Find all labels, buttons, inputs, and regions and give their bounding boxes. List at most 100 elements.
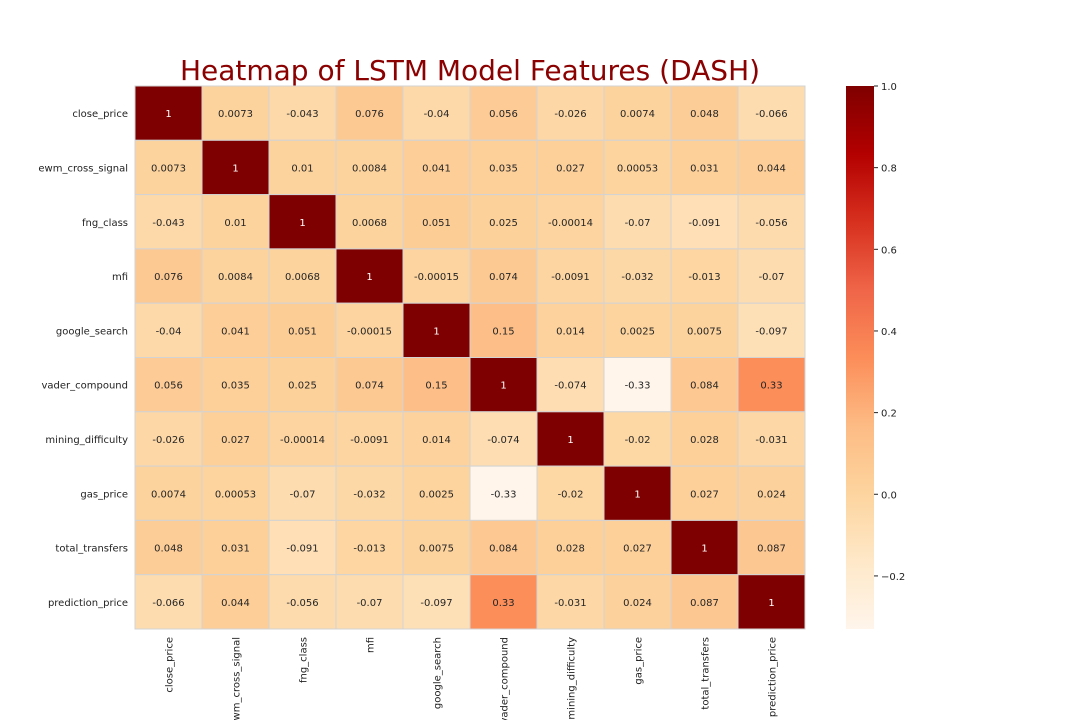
colorbar-tick-label: 1.0 xyxy=(881,82,897,93)
y-tick-label: ewm_cross_signal xyxy=(38,163,128,174)
heatmap-cell xyxy=(268,574,337,630)
heatmap-cell xyxy=(201,574,270,630)
cell-value-label: 1 xyxy=(634,489,640,500)
cell-value-label: 0.028 xyxy=(690,435,719,446)
heatmap-cell xyxy=(134,194,203,250)
heatmap-cell xyxy=(536,465,605,521)
heatmap-cell xyxy=(134,85,203,141)
x-axis-labels: close_price ewm_cross_signal fng_class mfi g… xyxy=(165,637,779,720)
cell-value-label: -0.056 xyxy=(755,218,787,229)
heatmap-cell xyxy=(335,139,404,196)
colorbar-tick-label: −0.2 xyxy=(881,572,905,583)
x-tick-label: google_search xyxy=(433,637,444,709)
heatmap-cell xyxy=(603,574,672,630)
cell-value-label: 0.031 xyxy=(221,544,250,555)
cell-value-label: 0.051 xyxy=(288,326,317,337)
heatmap-cell xyxy=(469,411,538,467)
y-tick-label: google_search xyxy=(56,326,128,337)
heatmap-cell xyxy=(737,302,806,359)
cell-value-label: -0.026 xyxy=(152,435,184,446)
heatmap-cell xyxy=(335,574,404,630)
x-tick-label: prediction_price xyxy=(768,637,779,717)
cell-value-label: 0.087 xyxy=(690,598,719,609)
cell-value-label: 0.084 xyxy=(690,381,719,392)
heatmap-cell xyxy=(469,357,538,413)
heatmap-cell xyxy=(268,357,337,413)
cell-value-label: 0.031 xyxy=(690,163,719,174)
y-tick-label: prediction_price xyxy=(48,598,128,609)
x-tick-label: mfi xyxy=(366,637,377,653)
heatmap-cell xyxy=(536,139,605,196)
cell-value-label: -0.00014 xyxy=(280,435,325,446)
heatmap-cell xyxy=(268,465,337,521)
cell-value-label: -0.0091 xyxy=(350,435,389,446)
cell-value-label: 0.33 xyxy=(760,381,782,392)
heatmap-cell xyxy=(670,194,739,250)
heatmap-cell xyxy=(737,465,806,521)
heatmap-cell xyxy=(402,302,471,359)
cell-value-label: 1 xyxy=(366,272,372,283)
cell-value-label: 0.024 xyxy=(757,489,786,500)
cell-value-label: -0.091 xyxy=(286,544,318,555)
heatmap-cell xyxy=(737,85,806,141)
cell-value-label: 0.0025 xyxy=(419,489,454,500)
heatmap-cell xyxy=(402,519,471,576)
heatmap-cell xyxy=(201,519,270,576)
cell-value-label: 0.041 xyxy=(221,326,250,337)
cell-value-label: 0.076 xyxy=(154,272,183,283)
cell-value-label: 0.044 xyxy=(221,598,250,609)
x-tick-label: close_price xyxy=(165,637,176,693)
cell-value-label: -0.074 xyxy=(487,435,519,446)
heatmap-cell xyxy=(670,465,739,521)
colorbar-tick-label: 0.6 xyxy=(881,245,897,256)
heatmap-cell xyxy=(603,519,672,576)
heatmap-cell xyxy=(402,574,471,630)
heatmap-cell xyxy=(469,574,538,630)
cell-value-label: 1 xyxy=(567,435,573,446)
cell-value-label: 1 xyxy=(232,163,238,174)
x-tick-label: vader_compound xyxy=(500,637,511,720)
cell-value-label: 0.056 xyxy=(489,109,518,120)
heatmap-cell xyxy=(402,194,471,250)
heatmap-cell xyxy=(603,302,672,359)
heatmap-cell xyxy=(670,357,739,413)
cell-value-label: 0.01 xyxy=(291,163,313,174)
cell-value-label: -0.056 xyxy=(286,598,318,609)
cell-value-label: 0.056 xyxy=(154,381,183,392)
x-tick-label: fng_class xyxy=(299,637,310,683)
y-tick-label: close_price xyxy=(72,109,128,120)
cell-value-label: -0.00015 xyxy=(414,272,459,283)
cell-value-label: 0.025 xyxy=(288,381,317,392)
x-tick-label: mining_difficulty xyxy=(567,637,578,720)
heatmap-cell xyxy=(603,85,672,141)
cell-value-label: -0.0091 xyxy=(551,272,590,283)
y-tick-label: vader_compound xyxy=(41,381,128,392)
heatmap-cell xyxy=(402,357,471,413)
cell-value-label: -0.066 xyxy=(152,598,184,609)
y-tick-label: mining_difficulty xyxy=(45,435,128,446)
cell-value-label: -0.013 xyxy=(688,272,720,283)
heatmap-cell xyxy=(134,574,203,630)
cell-value-label: 0.051 xyxy=(422,218,451,229)
y-tick-label: fng_class xyxy=(82,218,128,229)
heatmap-cell xyxy=(201,302,270,359)
y-tick-label: mfi xyxy=(112,272,128,283)
cell-value-label: 0.014 xyxy=(556,326,585,337)
heatmap-cell xyxy=(737,139,806,196)
cell-value-label: -0.066 xyxy=(755,109,787,120)
heatmap-cell xyxy=(268,519,337,576)
cell-value-label: 1 xyxy=(701,544,707,555)
cell-value-label: -0.04 xyxy=(424,109,450,120)
heatmap-cell xyxy=(536,574,605,630)
cell-value-label: 0.15 xyxy=(425,381,447,392)
heatmap-cell xyxy=(670,519,739,576)
cell-value-label: -0.097 xyxy=(755,326,787,337)
heatmap-cell xyxy=(402,465,471,521)
cell-value-label: -0.091 xyxy=(688,218,720,229)
cell-value-label: -0.074 xyxy=(554,381,586,392)
cell-value-label: -0.07 xyxy=(759,272,785,283)
cell-value-label: -0.33 xyxy=(625,381,651,392)
heatmap-cell xyxy=(201,194,270,250)
cell-value-label: 0.01 xyxy=(224,218,246,229)
x-tick-label: gas_price xyxy=(634,637,645,685)
